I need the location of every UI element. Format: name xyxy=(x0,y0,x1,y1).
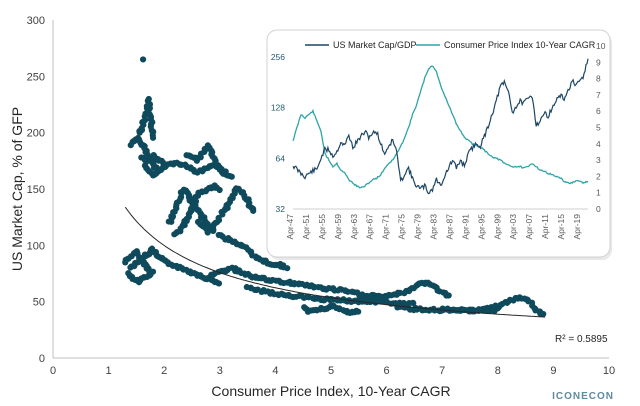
y-tick-label: 300 xyxy=(27,15,45,27)
scatter-point xyxy=(220,171,226,177)
legend-label-cpi: Consumer Price Index 10-Year CAGR xyxy=(444,40,596,50)
scatter-point xyxy=(355,309,361,315)
x-axis-title: Consumer Price Index, 10-Year CAGR xyxy=(211,383,450,399)
x-tick-label: 1 xyxy=(106,365,112,377)
scatter-point xyxy=(150,135,156,141)
inset-right-tick-label: 0 xyxy=(596,204,601,214)
inset-x-tick-label: Apr-55 xyxy=(317,214,327,240)
x-tick-label: 5 xyxy=(328,365,334,377)
inset-right-tick-label: 3 xyxy=(596,155,601,165)
inset-line-chart: 32 64 128 256 0 1 2 3 4 5 6 7 8 9 10 Apr-47 Apr-51 Apr-55… xyxy=(267,30,612,260)
inset-left-tick-label: 128 xyxy=(271,103,285,113)
inset-x-tick-label: Apr-99 xyxy=(492,214,502,240)
y-tick-label: 50 xyxy=(33,297,45,309)
y-tick-label: 100 xyxy=(27,240,45,252)
scatter-point xyxy=(216,280,222,286)
y-axis-title: US Market Cap, % of GFP xyxy=(9,107,25,271)
legend-label-market-cap: US Market Cap/GDP xyxy=(333,40,417,50)
x-tick-label: 4 xyxy=(272,365,278,377)
inset-x-tick-label: Apr-51 xyxy=(301,214,311,240)
x-tick-label: 0 xyxy=(50,365,56,377)
x-tick-label: 10 xyxy=(603,365,615,377)
scatter-point xyxy=(540,311,546,317)
inset-legend: US Market Cap/GDP Consumer Price Index 10… xyxy=(305,40,596,50)
y-tick-label: 0 xyxy=(39,353,45,365)
scatter-point xyxy=(229,174,235,180)
chart-canvas: 0501001502002503000 1 2 3 4 5 6 7 8 9 10Consumer P… xyxy=(0,0,640,406)
x-tick-label: 8 xyxy=(495,365,501,377)
inset-left-tick-label: 32 xyxy=(276,204,286,214)
y-tick-label: 250 xyxy=(27,71,45,83)
inset-x-tick-label: Apr-47 xyxy=(285,214,295,240)
y-tick-label: 200 xyxy=(27,128,45,140)
inset-right-tick-label: 2 xyxy=(596,171,601,181)
inset-x-tick-label: Apr-95 xyxy=(476,214,486,240)
x-tick-label: 7 xyxy=(439,365,445,377)
scatter-point xyxy=(446,292,452,298)
inset-x-tick-label: Apr-71 xyxy=(381,214,391,240)
inset-x-tick-label: Apr-11 xyxy=(540,214,550,239)
inset-right-tick-label: 6 xyxy=(596,106,601,116)
x-tick-label: 9 xyxy=(550,365,556,377)
scatter-point xyxy=(147,271,153,277)
inset-x-tick-label: Apr-63 xyxy=(349,214,359,240)
inset-right-tick-label: 4 xyxy=(596,139,601,149)
inset-x-tick-label: Apr-07 xyxy=(524,214,534,240)
x-tick-label: 3 xyxy=(217,365,223,377)
scatter-point xyxy=(217,187,223,193)
inset-x-tick-label: Apr-83 xyxy=(429,214,439,240)
scatter-point xyxy=(284,265,290,271)
inset-x-tick-label: Apr-79 xyxy=(413,214,423,240)
inset-right-tick-label: 7 xyxy=(596,90,601,100)
inset-x-tick-label: Apr-03 xyxy=(508,214,518,240)
inset-x-tick-label: Apr-19 xyxy=(572,214,582,240)
inset-x-tick-label: Apr-67 xyxy=(365,214,375,240)
inset-x-tick-label: Apr-87 xyxy=(444,214,454,240)
iconecon-logo: ICONECON xyxy=(552,391,614,402)
inset-right-tick-label: 1 xyxy=(596,188,601,198)
inset-left-tick-label: 256 xyxy=(271,52,285,62)
inset-right-tick-label: 5 xyxy=(596,123,601,133)
inset-left-tick-label: 64 xyxy=(276,153,286,163)
r-squared-label: R² = 0.5895 xyxy=(555,334,608,345)
inset-x-tick-label: Apr-15 xyxy=(556,214,566,240)
inset-x-tick-label: Apr-75 xyxy=(397,214,407,240)
inset-right-tick-label: 10 xyxy=(596,41,606,51)
x-tick-label: 6 xyxy=(384,365,390,377)
scatter-point xyxy=(140,56,146,62)
inset-x-tick-label: Apr-91 xyxy=(460,214,470,240)
inset-x-tick-label: Apr-59 xyxy=(333,214,343,240)
inset-right-tick-label: 8 xyxy=(596,74,601,84)
inset-right-tick-label: 9 xyxy=(596,57,601,67)
scatter-point xyxy=(250,208,256,214)
x-tick-label: 2 xyxy=(161,365,167,377)
y-tick-label: 150 xyxy=(27,184,45,196)
